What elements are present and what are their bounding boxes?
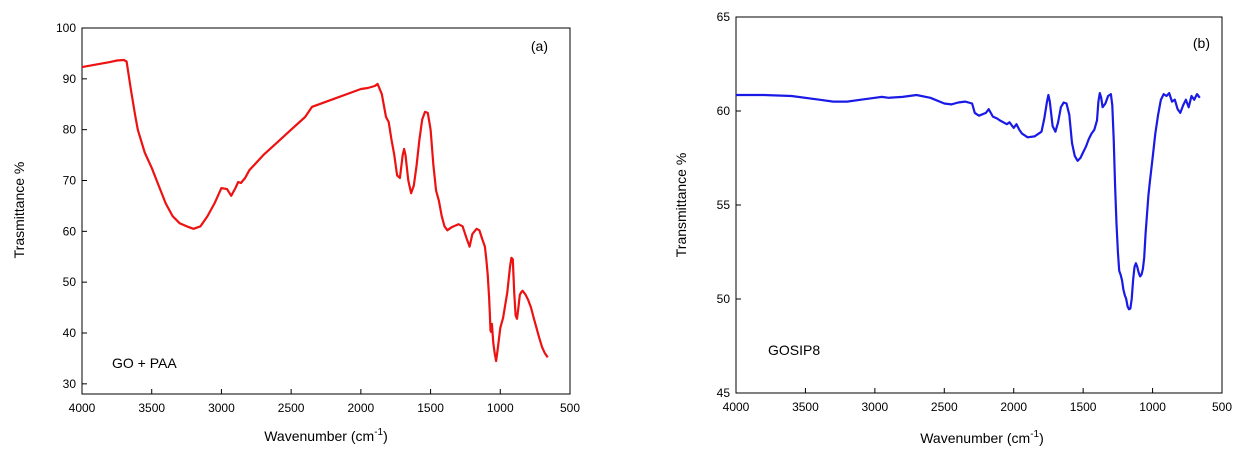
panel-a-y-tick-label: 80 <box>63 123 77 137</box>
panel-b-chart: 4000 3500 3000 2500 2000 1500 1000 500 45 50 55 60 6… <box>673 10 1232 446</box>
panel-b-x-tick-label: 2000 <box>1000 400 1027 414</box>
panel-b-y-tick-label: 60 <box>717 104 731 118</box>
panel-a-plot-frame <box>81 27 571 395</box>
panel-b-y-tick-label: 50 <box>717 292 731 306</box>
panel-b-y-tick-label: 45 <box>717 386 731 400</box>
panel-a-y-tick-label: 70 <box>63 174 77 188</box>
panel-b-x-tick-label: 1500 <box>1070 400 1097 414</box>
panel-b-sample-label: GOSIP8 <box>768 342 820 358</box>
panel-a-chart: 4000 3500 3000 2500 2000 1500 1000 500 30 40 50 60 7… <box>11 21 580 444</box>
panel-b-y-tick-label: 65 <box>717 10 731 24</box>
panel-a-y-axis-title: Trasmittance % <box>11 162 27 259</box>
panel-b-x-tick-label: 500 <box>1212 400 1232 414</box>
panel-a-x-tick-label: 2000 <box>348 401 375 415</box>
panel-a-y-tick-label: 40 <box>63 326 77 340</box>
panel-a-x-tick-label: 3500 <box>138 401 165 415</box>
panel-b-x-tick-label: 3000 <box>862 400 889 414</box>
panel-b-x-tick-label: 4000 <box>723 400 750 414</box>
panel-a-x-tick-label: 1000 <box>487 401 514 415</box>
panel-b-y-tick-label: 55 <box>717 198 731 212</box>
panel-b-spectrum-line <box>736 92 1201 311</box>
panel-a-x-tick-label: 1500 <box>417 401 444 415</box>
panel-a-label: (a) <box>531 38 548 54</box>
panel-a-x-tick-label: 500 <box>560 401 580 415</box>
panel-b-y-axis-title: Transmittance % <box>673 153 689 258</box>
panel-a-y-tick-label: 60 <box>63 224 77 238</box>
panel-b-ticks: 4000 3500 3000 2500 2000 1500 1000 500 45 50 55 60 6… <box>717 10 1233 414</box>
panel-b-label: (b) <box>1193 35 1210 51</box>
panel-b-x-tick-label: 2500 <box>931 400 958 414</box>
panel-a-spectrum-line <box>81 58 549 363</box>
panel-a-sample-label: GO + PAA <box>112 355 177 371</box>
panel-a-y-tick-label: 100 <box>56 21 76 35</box>
panel-a-ticks: 4000 3500 3000 2500 2000 1500 1000 500 30 40 50 60 7… <box>56 21 580 415</box>
panel-a-y-tick-label: 30 <box>63 377 77 391</box>
panel-a-x-tick-label: 3000 <box>208 401 235 415</box>
panel-a-y-tick-label: 50 <box>63 275 77 289</box>
panel-a-y-tick-label: 90 <box>63 72 77 86</box>
panel-a-x-axis-title: Wavenumber (cm-1) <box>264 427 388 444</box>
panel-a-x-tick-label: 2500 <box>278 401 305 415</box>
panel-b-x-tick-label: 1000 <box>1139 400 1166 414</box>
panel-a-x-tick-label: 4000 <box>69 401 96 415</box>
panel-b-x-tick-label: 3500 <box>792 400 819 414</box>
panel-b-x-axis-title: Wavenumber (cm-1) <box>920 429 1044 446</box>
panel-b-plot-frame <box>735 16 1223 394</box>
